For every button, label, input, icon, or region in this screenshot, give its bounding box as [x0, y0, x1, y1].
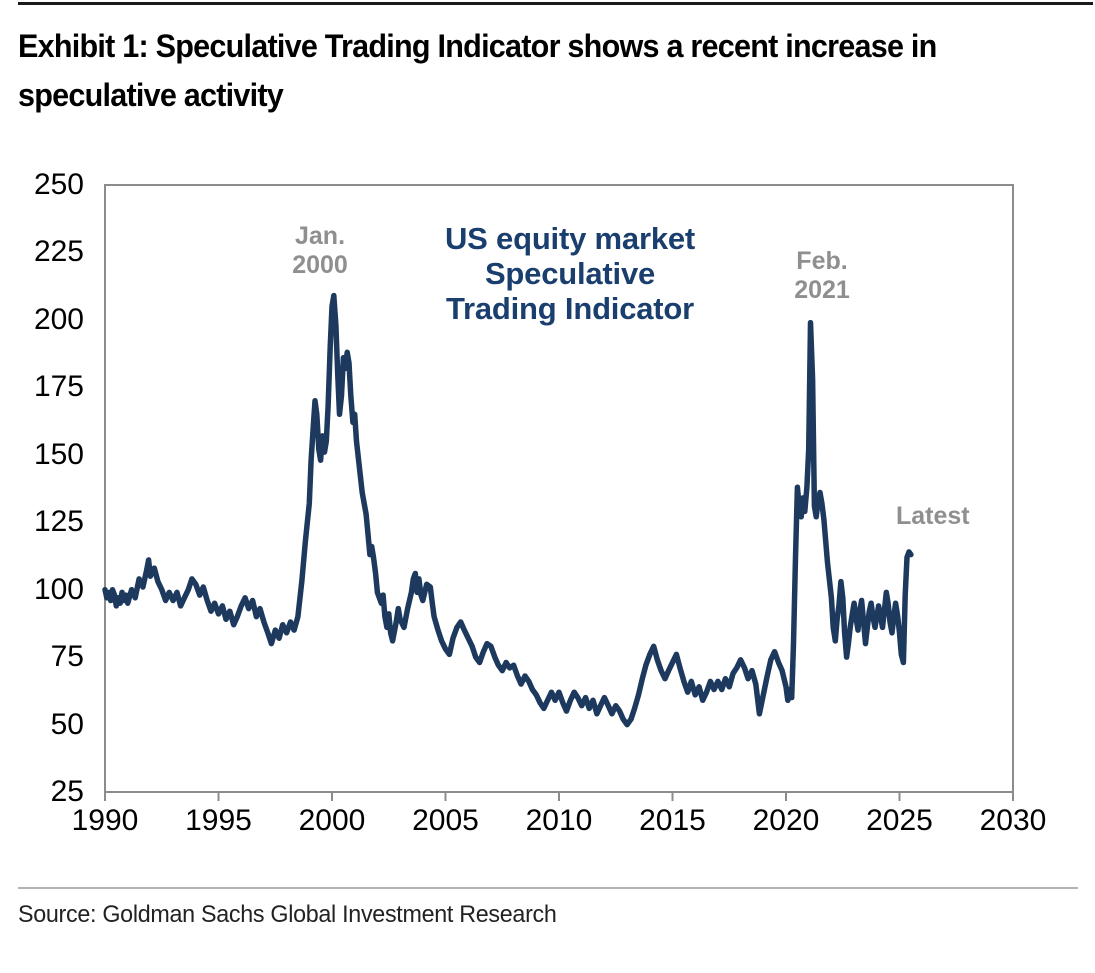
chart-inner-title-line-2: Speculative — [484, 256, 656, 291]
x-axis-label-2020: 2020 — [752, 804, 820, 837]
x-axis-label-2030: 2030 — [979, 804, 1047, 837]
bottom-divider-rule — [18, 887, 1078, 889]
indicator-line-series — [102, 292, 914, 728]
annotation-feb-2021-line-1: Feb. — [796, 247, 848, 275]
source-attribution: Source: Goldman Sachs Global Investment … — [18, 901, 557, 928]
y-axis-label-75: 75 — [50, 640, 84, 674]
exhibit-title: Exhibit 1: Speculative Trading Indicator… — [18, 22, 1088, 120]
top-divider-rule — [18, 2, 1093, 5]
y-axis-label-125: 125 — [33, 505, 84, 539]
y-axis-label-150: 150 — [33, 437, 84, 471]
annotation-jan-2000-line-2: 2000 — [292, 251, 348, 279]
x-axis-label-2005: 2005 — [412, 804, 479, 837]
x-axis-label-2025: 2025 — [866, 804, 933, 837]
x-axis-label-1990: 1990 — [71, 804, 139, 837]
y-axis-label-100: 100 — [33, 572, 84, 606]
annotation-feb-2021: Feb. 2021 — [770, 247, 874, 305]
exhibit-title-line-1: Exhibit 1: Speculative Trading Indicator… — [18, 28, 937, 64]
x-axis-label-2015: 2015 — [639, 804, 706, 837]
y-axis-label-25: 25 — [50, 775, 84, 808]
annotation-jan-2000-line-1: Jan. — [294, 222, 346, 250]
x-axis-label-2010: 2010 — [525, 804, 593, 837]
y-axis-label-50: 50 — [50, 707, 84, 741]
y-axis-label-175: 175 — [33, 370, 84, 404]
annotation-latest: Latest — [896, 502, 970, 530]
chart-inner-title: US equity market Speculative Trading Ind… — [408, 221, 732, 326]
y-axis-label-200: 200 — [33, 302, 84, 336]
x-axis-label-2000: 2000 — [298, 804, 366, 837]
chart-inner-title-line-1: US equity market — [444, 221, 696, 256]
exhibit-title-line-2: speculative activity — [18, 77, 284, 113]
y-axis-label-250: 250 — [33, 168, 84, 201]
y-axis-label-225: 225 — [33, 235, 84, 269]
annotation-feb-2021-line-2: 2021 — [794, 276, 850, 304]
x-axis-label-1995: 1995 — [185, 804, 252, 837]
annotation-jan-2000: Jan. 2000 — [268, 222, 372, 280]
chart-inner-title-line-3: Trading Indicator — [445, 291, 695, 326]
